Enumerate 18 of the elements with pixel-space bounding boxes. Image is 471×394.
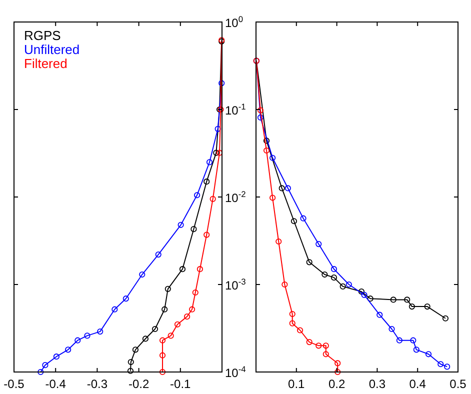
x-tick-label: -0.1	[170, 377, 192, 391]
x-tick-label: -0.3	[86, 377, 108, 391]
text: Filtered	[24, 56, 68, 71]
x-tick-label: 0.1	[288, 377, 306, 391]
legend-label: RGPS	[24, 28, 62, 43]
x-tick-label: 0.2	[328, 377, 346, 391]
y-tick-label: 10$^{-1}$	[225, 102, 246, 118]
x-tick-label: 0.4	[409, 377, 426, 391]
text: Unfiltered	[24, 42, 80, 57]
y-tick-label: 10$^{-3}$	[225, 276, 246, 292]
y-tick-label: 10$^{0}$	[225, 14, 244, 30]
x-tick-label: 0.5	[450, 377, 467, 391]
x-tick-label: -0.4	[45, 377, 66, 391]
x-tick-label: 0.3	[368, 377, 386, 391]
x-tick-label: -0.5	[4, 377, 25, 391]
y-tick-label: 10$^{-2}$	[225, 189, 246, 205]
x-tick-label: -0.2	[128, 377, 150, 391]
y-tick-label: 10$^{-4}$	[225, 364, 246, 380]
